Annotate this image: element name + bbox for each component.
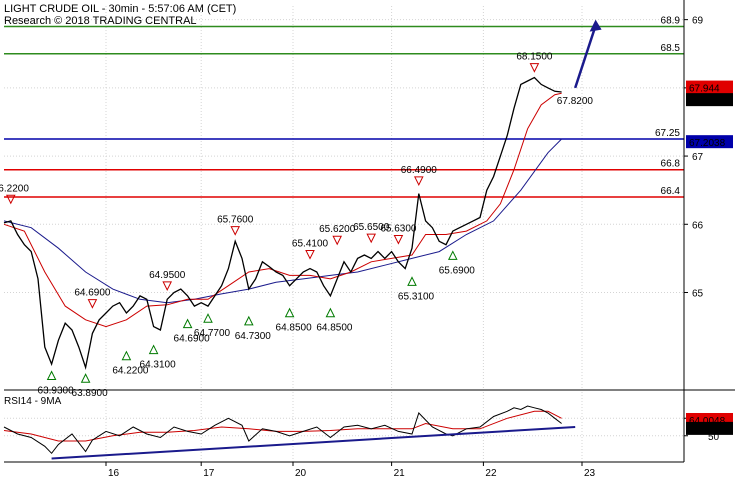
ma-slow-series <box>3 138 562 304</box>
chart-title: LIGHT CRUDE OIL - 30min - 5:57:06 AM (CE… <box>4 3 236 15</box>
low-marker <box>46 370 57 380</box>
axis-tag-text: 67.92 <box>689 96 714 107</box>
axis-tag-bg <box>686 135 733 149</box>
high-label: 66.2200 <box>0 183 29 194</box>
low-label: 64.8500 <box>316 323 353 334</box>
level-label: 68.9 <box>661 15 681 26</box>
low-marker <box>325 307 336 318</box>
high-marker <box>162 281 173 292</box>
high-marker <box>366 233 377 244</box>
axis-tag-bg <box>686 421 733 435</box>
price-line <box>3 76 562 371</box>
forecast-arrow-shaft <box>574 25 597 89</box>
high-label: 64.6900 <box>74 288 111 299</box>
price-series <box>3 76 562 371</box>
high-marker <box>529 63 540 73</box>
high-marker <box>413 176 424 186</box>
axis-tag-text: 64.0048 <box>689 416 726 427</box>
low-label: 64.6900 <box>174 334 211 345</box>
low-marker <box>121 350 132 361</box>
low-label: 65.3100 <box>398 291 435 302</box>
rsi-panel <box>3 389 735 460</box>
low-marker <box>80 373 91 383</box>
axis-tag-text: 61.8432 <box>689 425 726 436</box>
low-marker <box>407 276 417 286</box>
x-tick-label: 23 <box>584 468 596 479</box>
high-label: 64.9500 <box>149 270 186 281</box>
axis-tag-bg <box>686 80 733 94</box>
low-label: 64.7700 <box>194 328 231 339</box>
low-label: 64.2200 <box>112 366 149 377</box>
low-label: 63.9300 <box>38 385 75 396</box>
level-label: 67.25 <box>655 128 680 139</box>
high-label: 65.7600 <box>217 215 254 226</box>
high-marker <box>5 194 16 205</box>
rsi-line <box>3 405 562 455</box>
high-label: 65.4100 <box>292 239 329 250</box>
chart-copyright: Research © 2018 TRADING CENTRAL <box>4 15 197 27</box>
y-tick-label: 67 <box>692 152 704 163</box>
high-marker <box>393 235 404 245</box>
axis-tag-bg <box>686 93 733 107</box>
low-label: 63.8900 <box>72 388 109 399</box>
rsi-trendline <box>51 426 576 460</box>
rsi-title: RSI14 - 9MA <box>4 396 62 407</box>
high-label: 65.6200 <box>319 224 356 235</box>
x-tick-label: 16 <box>108 468 120 479</box>
high-marker <box>305 250 315 260</box>
low-marker <box>203 313 213 323</box>
high-marker <box>230 226 241 236</box>
level-label: 68.5 <box>661 43 681 54</box>
high-label: 66.4900 <box>401 165 438 176</box>
ma-fast-series <box>3 92 562 328</box>
low-marker <box>182 318 193 329</box>
low-marker <box>148 344 159 355</box>
low-label: 64.3100 <box>140 360 177 371</box>
x-tick-label: 20 <box>295 468 307 479</box>
level-label: 66.8 <box>661 159 681 170</box>
rsi-y-tick-label: 50 <box>708 432 720 443</box>
high-marker <box>332 235 343 246</box>
price-annotation: 67.8200 <box>557 96 594 107</box>
high-label: 65.6300 <box>380 224 417 235</box>
level-label: 66.4 <box>661 186 681 197</box>
ma-slow-line <box>3 138 562 304</box>
low-marker <box>243 315 254 326</box>
high-label: 65.6500 <box>353 222 390 233</box>
axis-tag-text: 67.2038 <box>689 138 726 149</box>
x-tick-label: 17 <box>203 468 215 479</box>
y-tick-label: 65 <box>692 289 704 300</box>
x-tick-label: 21 <box>394 468 406 479</box>
y-tick-label: 69 <box>692 16 704 27</box>
low-label: 65.6900 <box>439 265 476 276</box>
pivot-markers: 63.930063.890064.220064.310064.690064.77… <box>0 19 602 399</box>
axis-tag-text: 67.944 <box>689 84 720 95</box>
ma-fast-line <box>3 92 562 328</box>
forecast-arrow-head <box>589 19 602 32</box>
low-marker <box>284 307 295 318</box>
high-marker <box>87 299 98 309</box>
y-tick-label: 66 <box>692 220 704 231</box>
low-marker <box>447 250 458 260</box>
low-label: 64.8500 <box>276 323 313 334</box>
horizontal-levels: 68.9 68.5 67.25 66.8 66.4 <box>4 15 684 198</box>
rsi-grid <box>4 417 684 437</box>
low-label: 64.7300 <box>235 331 272 342</box>
high-label: 68.1500 <box>516 52 553 63</box>
x-tick-label: 22 <box>485 468 497 479</box>
